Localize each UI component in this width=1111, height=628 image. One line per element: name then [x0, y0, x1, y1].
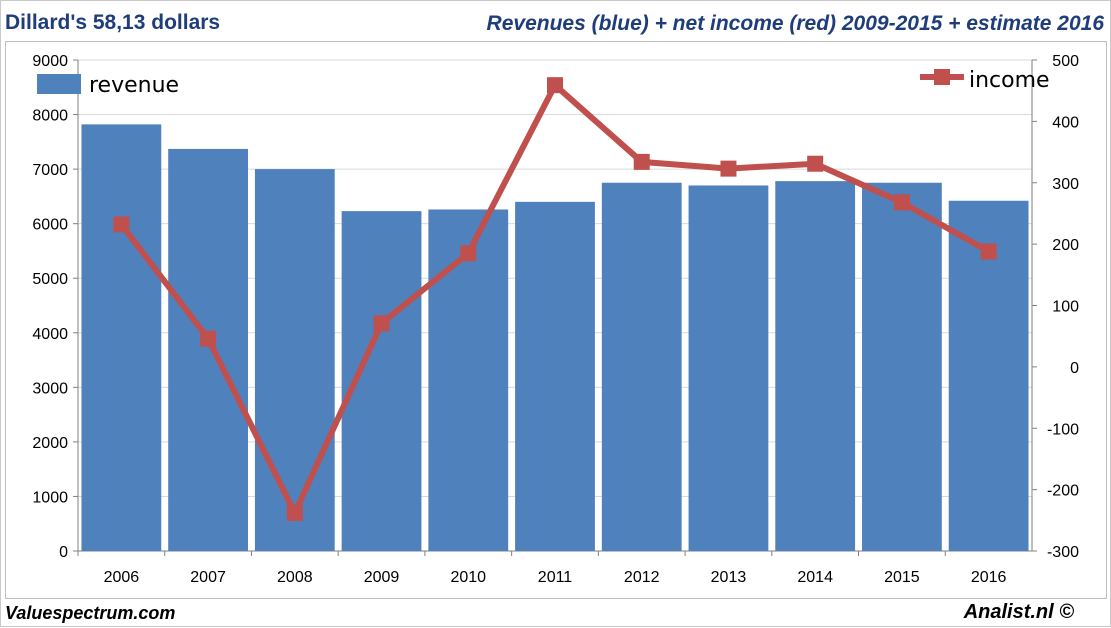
right-axis-tick-label: 0	[1070, 360, 1079, 377]
x-axis-tick-label: 2015	[884, 569, 920, 586]
chart-header-left: Dillard's 58,13 dollars	[5, 11, 221, 34]
x-axis-tick-label: 2012	[624, 569, 660, 586]
revenue-bar	[688, 185, 769, 551]
income-marker	[373, 315, 390, 332]
income-marker	[720, 160, 737, 177]
revenue-bar	[168, 148, 248, 552]
x-axis-tick-label: 2006	[104, 569, 140, 586]
x-axis-tick-label: 2010	[450, 569, 486, 586]
left-axis-tick-label: 3000	[32, 380, 68, 397]
x-axis-tick-label: 2009	[364, 569, 400, 586]
left-axis-tick-label: 8000	[32, 108, 68, 125]
revenue-bar	[428, 209, 509, 551]
x-axis-tick-label: 2013	[711, 569, 747, 586]
revenue-bar	[81, 124, 162, 552]
revenue-bar	[515, 201, 595, 551]
copyright-credit: Analist.nl ©	[963, 601, 1074, 623]
x-axis-tick-label: 2011	[538, 569, 573, 586]
income-marker	[547, 77, 563, 94]
income-marker	[200, 330, 217, 347]
left-axis-tick-label: 2000	[32, 435, 68, 452]
right-axis-tick-label: 200	[1052, 237, 1079, 254]
right-axis-tick-label: -300	[1047, 544, 1079, 561]
revenue-bar	[775, 181, 856, 551]
left-axis-tick-label: 4000	[32, 326, 68, 343]
left-axis-tick-label: 0	[59, 544, 68, 561]
revenue-legend-swatch	[37, 74, 81, 94]
left-axis-tick-label: 7000	[32, 162, 68, 179]
x-axis-tick-label: 2008	[277, 569, 313, 586]
income-marker	[893, 194, 910, 211]
x-axis-tick-label: 2014	[797, 569, 833, 586]
revenue-legend-label: revenue	[89, 73, 179, 98]
source-credit: Valuespectrum.com	[5, 603, 176, 623]
left-axis-tick-label: 6000	[32, 217, 68, 234]
right-axis-tick-label: 400	[1052, 114, 1079, 131]
right-axis-tick-label: -200	[1047, 483, 1079, 500]
income-legend-marker	[934, 69, 950, 85]
x-axis-tick-label: 2016	[971, 569, 1007, 586]
left-axis-tick-label: 5000	[32, 271, 68, 288]
x-axis-tick-label: 2007	[190, 569, 226, 586]
income-marker	[980, 243, 997, 260]
left-axis-tick-label: 9000	[32, 53, 68, 70]
right-axis-tick-label: -100	[1047, 421, 1079, 438]
revenue-bar	[254, 169, 335, 551]
income-marker	[460, 245, 477, 262]
right-axis-tick-label: 500	[1052, 53, 1079, 70]
left-axis-tick-label: 1000	[32, 489, 68, 506]
revenue-bar	[601, 182, 682, 551]
income-marker	[286, 504, 303, 521]
revenue-bar	[862, 182, 942, 551]
income-marker	[113, 216, 130, 233]
income-legend-label: income	[969, 68, 1050, 93]
income-marker	[633, 153, 650, 170]
right-axis-tick-label: 100	[1052, 299, 1079, 316]
income-marker	[807, 155, 824, 172]
chart-header-right: Revenues (blue) + net income (red) 2009-…	[486, 12, 1104, 35]
right-axis-tick-label: 300	[1052, 176, 1079, 193]
